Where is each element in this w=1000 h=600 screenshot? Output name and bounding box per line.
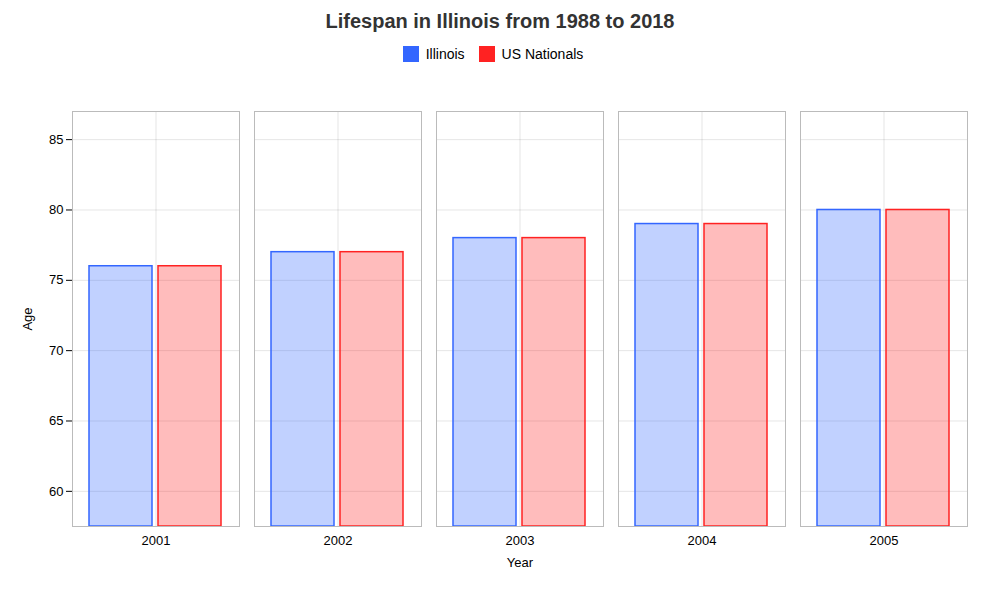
svg-text:80: 80 — [49, 202, 63, 217]
svg-text:2001: 2001 — [142, 533, 171, 548]
svg-text:2004: 2004 — [688, 533, 717, 548]
svg-text:85: 85 — [49, 132, 63, 147]
svg-text:70: 70 — [49, 343, 63, 358]
svg-text:75: 75 — [49, 272, 63, 287]
html-text:Illinois: Illinois — [425, 45, 465, 62]
svg-text:65: 65 — [49, 413, 63, 428]
svg-text:Year: Year — [507, 555, 534, 570]
svg-text:2002: 2002 — [324, 533, 353, 548]
svg-text:60: 60 — [49, 483, 63, 498]
html-text:Lifespan in Illinois from 1988: Lifespan in Illinois from 1988 to 2018 — [325, 10, 675, 32]
html-text:US Nationals: US Nationals — [501, 45, 584, 62]
svg-text:Age: Age — [20, 307, 35, 330]
svg-text:2003: 2003 — [506, 533, 535, 548]
svg-text:2005: 2005 — [870, 533, 899, 548]
